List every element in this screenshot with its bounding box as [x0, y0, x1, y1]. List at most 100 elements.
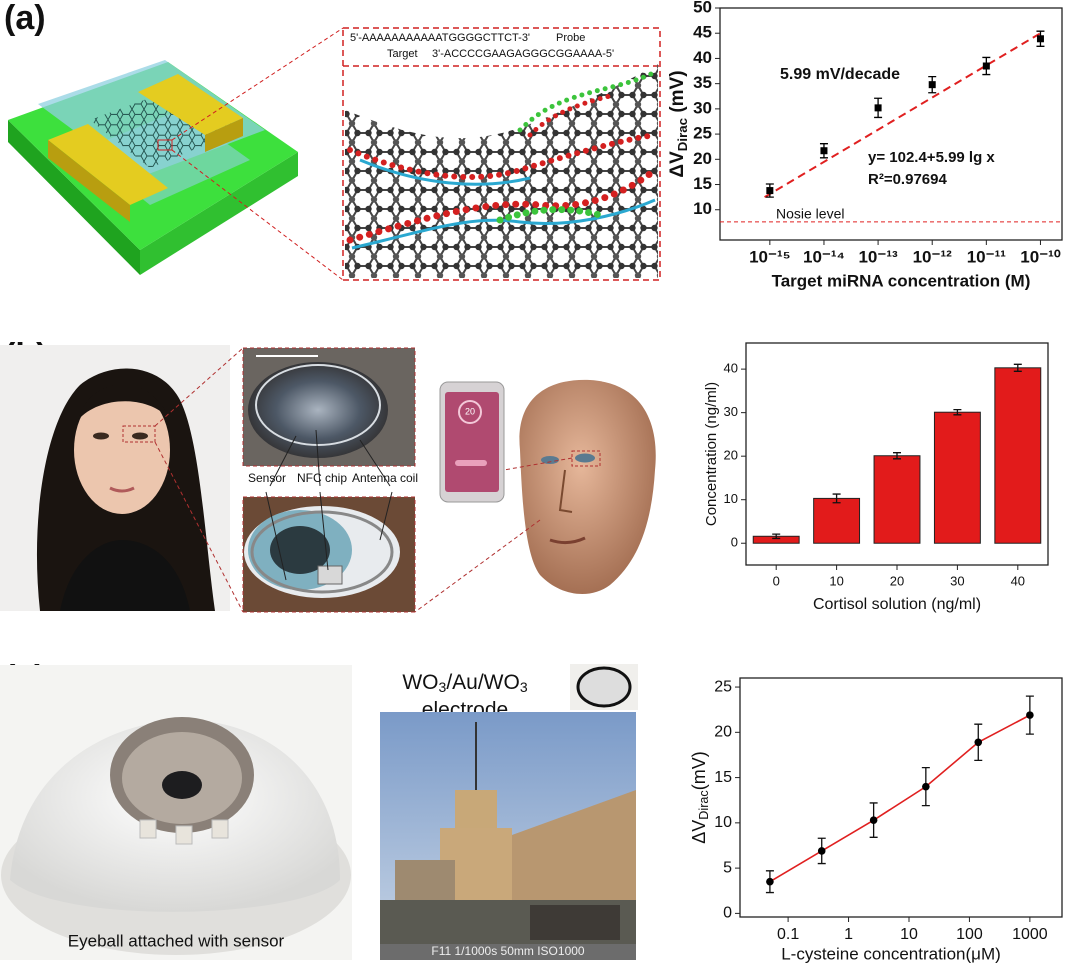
eye-closeups	[359, 439, 391, 487]
y-tick-label: 45	[693, 23, 712, 42]
eye-closeups	[379, 491, 393, 541]
bar	[813, 497, 861, 544]
head-model	[541, 456, 559, 464]
face-photo	[122, 425, 156, 443]
face-photo	[93, 432, 109, 440]
panel-label: (a)	[4, 0, 46, 37]
x-tick-label: 10⁻¹¹	[967, 247, 1007, 266]
plot-frame	[719, 7, 1063, 241]
error-bar	[893, 452, 901, 460]
plot-frame	[745, 342, 1049, 566]
device-illustration	[171, 149, 344, 281]
face-photo	[109, 486, 135, 493]
data-point	[974, 738, 983, 747]
y-axis-label-part: (mV)	[667, 70, 688, 118]
y-tick-label: 50	[693, 0, 712, 16]
head-model	[519, 379, 656, 595]
device-illustration	[8, 120, 140, 275]
x-tick-label: 40	[1011, 573, 1025, 588]
data-point	[928, 81, 936, 89]
x-tick-label: 10⁻¹⁰	[1020, 247, 1061, 266]
eyeball-photo	[175, 825, 193, 845]
photo-caption: Eyeball attached with sensor	[68, 931, 285, 950]
y-tick-label: 30	[693, 98, 712, 117]
y-tick-label: 25	[693, 124, 712, 143]
face-photo	[60, 540, 190, 611]
graphene-zoom: 5'-AAAAAAAAAAATGGGGCTTCT-3' Probe Target…	[342, 27, 661, 281]
x-tick-label: 10	[829, 573, 843, 588]
y-axis-label-subscript: Dirac	[697, 790, 711, 819]
device-illustration	[171, 27, 344, 141]
phone-reading: 20	[465, 406, 475, 416]
head-model	[549, 536, 586, 545]
x-tick-label: 0	[773, 573, 780, 588]
eyeball-photo	[211, 819, 229, 839]
bar	[873, 455, 921, 544]
plot-frame	[739, 677, 1063, 918]
probe-sequence: 5'-AAAAAAAAAAATGGGGCTTCT-3'	[350, 32, 530, 44]
x-tick-label: 10	[900, 926, 918, 943]
electrode-label	[576, 666, 632, 708]
graphene-zoom	[527, 93, 613, 138]
phone	[455, 460, 487, 466]
y-tick-label: 20	[693, 149, 712, 168]
device-illustration	[138, 74, 243, 135]
eye-closeups	[315, 429, 321, 487]
device-illustration	[157, 139, 173, 151]
eye-closeups	[319, 491, 329, 571]
device-illustration	[48, 140, 130, 222]
eye-closeups	[317, 565, 343, 585]
eyeball-photo	[162, 771, 202, 799]
graphene-zoom	[347, 132, 658, 180]
annotation: y= 102.4+5.99 lg x	[868, 149, 995, 166]
x-axis-label: Target miRNA concentration (M)	[772, 271, 1031, 290]
eyeball-photo	[139, 819, 157, 839]
building-photo	[530, 905, 620, 940]
building-photo	[380, 944, 636, 960]
head-model	[414, 519, 541, 613]
face-photo	[132, 432, 148, 440]
y-axis-label: ΔVDirac(mV)	[689, 751, 712, 843]
error-bar	[832, 493, 841, 504]
graphene-zoom	[351, 198, 656, 250]
chart: 10 15 20 25 30 35 40 45 50 10⁻¹⁵ 10⁻¹⁴ 10⁻¹³ 10⁻¹² 10…	[667, 0, 1063, 290]
device-illustration	[48, 124, 168, 205]
eye-closeups	[270, 526, 330, 574]
building-photo	[455, 790, 497, 830]
data-point	[869, 816, 878, 824]
head-model	[414, 379, 656, 613]
eye-closeups	[248, 362, 388, 458]
phone: 20	[439, 381, 505, 503]
annotation: 5.99 mV/decade	[780, 66, 900, 83]
y-tick-label: 10	[714, 814, 732, 831]
eye-closeups	[265, 491, 287, 581]
x-tick-label: 30	[950, 573, 964, 588]
formula-part: /Au/WO	[446, 671, 520, 694]
building-photo: F11 1/1000s 50mm ISO1000	[380, 712, 636, 960]
error-bar	[1013, 363, 1022, 372]
x-tick-label: 10⁻¹⁴	[803, 247, 845, 266]
y-tick-label: 20	[714, 724, 732, 741]
graphene-zoom	[345, 64, 658, 278]
eye-closeups	[269, 435, 297, 487]
annotation: R²=0.97694	[868, 171, 947, 188]
error-bar	[772, 533, 781, 540]
bar	[994, 367, 1042, 544]
y-axis-label-part: ΔV	[667, 151, 688, 178]
fit-line	[764, 32, 1041, 198]
x-tick-label: 10⁻¹⁵	[749, 247, 791, 266]
data-line	[769, 714, 1031, 883]
photo-caption: F11 1/1000s 50mm ISO1000	[431, 944, 585, 958]
data-point	[817, 847, 826, 855]
y-tick-label: 20	[724, 448, 738, 463]
data-point	[874, 104, 882, 112]
head-model	[571, 450, 601, 467]
formula-subscript: 3	[520, 679, 528, 695]
formula-subscript: 3	[439, 679, 447, 695]
phone	[445, 392, 499, 492]
x-axis-label: L-cysteine concentration(μM)	[781, 944, 1001, 963]
graphene-zoom	[517, 69, 658, 133]
y-axis-label-part: ΔV	[689, 820, 709, 844]
